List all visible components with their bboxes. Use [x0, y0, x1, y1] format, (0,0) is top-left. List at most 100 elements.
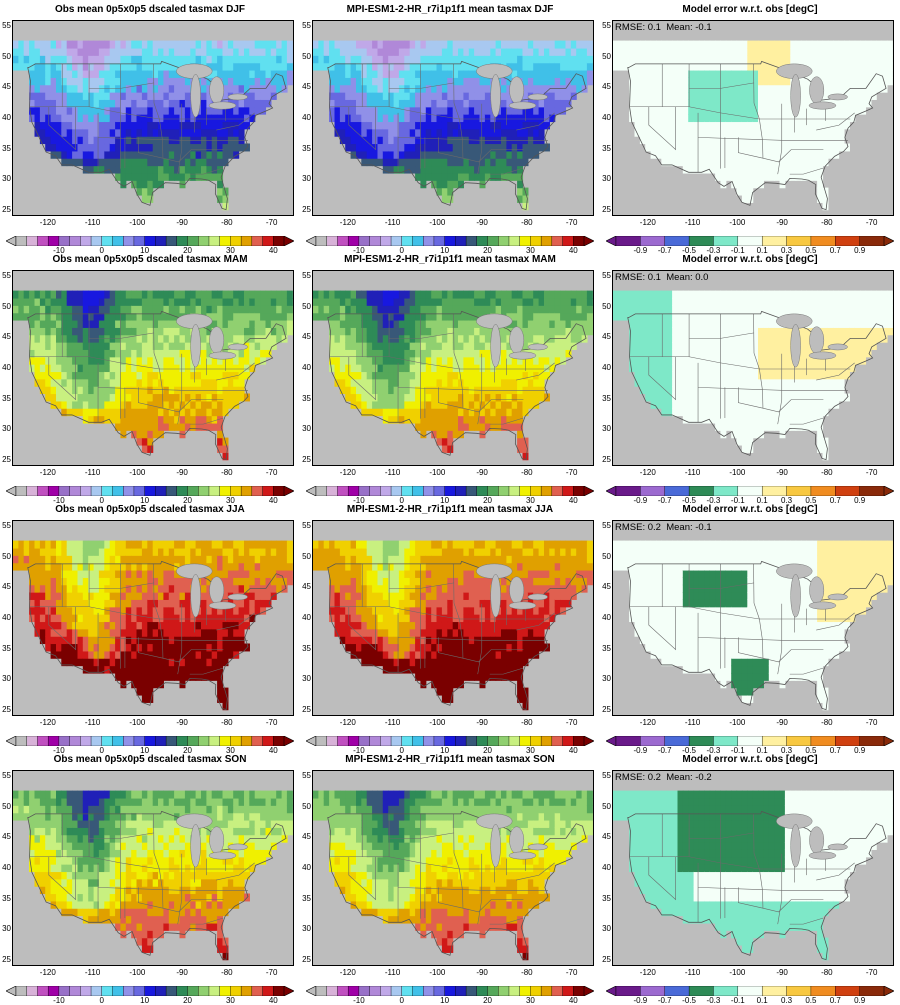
panel-title: Model error w.r.t. obs [degC]: [682, 754, 818, 765]
lon-tick-label: -120: [639, 968, 656, 977]
colorbar-tick-label: -0.9: [633, 246, 648, 255]
lon-tick-label: -90: [776, 718, 788, 727]
colorbar-tick-label: -10: [53, 496, 65, 505]
colorbar-tick-label: 30: [525, 246, 535, 255]
colorbar: [606, 486, 894, 496]
lat-tick-label: 30: [2, 174, 11, 184]
lon-tick-label: -80: [221, 218, 233, 227]
lon-tick-label: -70: [565, 968, 578, 977]
lat-tick-label: 45: [602, 82, 611, 92]
colorbar-tick-label: -10: [53, 246, 65, 255]
lat-tick-label: 30: [2, 674, 11, 684]
lat-tick-label: 55: [602, 21, 611, 31]
lat-tick-label: 25: [302, 204, 311, 214]
colorbar-tick-label: 20: [483, 746, 492, 755]
colorbar-tick-label: 20: [483, 996, 492, 1005]
lat-tick-label: 40: [302, 113, 311, 122]
colorbar-tick-label: 40: [568, 246, 578, 255]
lon-tick-label: -100: [429, 718, 446, 727]
lon-tick-label: -70: [265, 468, 278, 477]
map-plot: [312, 20, 594, 216]
lon-tick-label: -70: [265, 718, 278, 727]
lon-tick-label: -70: [265, 968, 278, 977]
lat-tick-label: 45: [2, 582, 11, 592]
lat-tick-label: 30: [2, 924, 11, 934]
lat-tick-label: 30: [302, 174, 311, 184]
map-svg: [13, 790, 293, 961]
colorbar-tick-label: -10: [353, 246, 365, 255]
lon-tick-label: -90: [776, 468, 788, 477]
rmse-label: RMSE: 0.1: [615, 22, 661, 33]
lon-tick-label: -80: [221, 718, 233, 727]
colorbar-tick-label: -0.5: [682, 496, 696, 505]
panel-title: Obs mean 0p5x0p5 dscaled tasmax JJA: [55, 504, 245, 515]
lon-tick-label: -80: [221, 968, 233, 977]
colorbar-tick-label: 0.7: [829, 246, 841, 255]
colorbar-tick-label: 0: [99, 746, 104, 755]
map-svg: [613, 790, 893, 961]
error-stats: RMSE: 0.2 Mean: -0.2: [615, 772, 712, 783]
lat-tick-label: 45: [302, 82, 311, 92]
colorbar-tick-label: 0.3: [780, 746, 793, 755]
panel-title: MPI-ESM1-2-HR_r7i1p1f1 mean tasmax DJF: [346, 4, 554, 15]
lat-tick-label: 55: [302, 771, 311, 781]
colorbar-tick-label: -0.9: [633, 746, 648, 755]
colorbar-tick-label: 0.1: [756, 246, 768, 255]
lat-tick-label: 35: [602, 393, 611, 403]
lat-tick-label: 30: [302, 924, 311, 934]
lon-tick-label: -100: [429, 218, 446, 227]
lon-tick-label: -120: [639, 718, 656, 727]
lon-tick-label: -120: [339, 968, 356, 977]
lat-tick-label: 50: [2, 801, 11, 811]
lat-tick-label: 25: [2, 954, 11, 964]
lat-tick-label: 45: [302, 332, 311, 342]
colorbar-tick-label: 10: [140, 996, 150, 1005]
colorbar-tick-label: 0: [99, 496, 104, 505]
panel-err-mam: Model error w.r.t. obs [degC] RMSE: 0.1 M…: [600, 252, 900, 505]
colorbar: [306, 986, 594, 996]
lat-tick-label: 35: [602, 893, 611, 903]
lat-tick-label: 35: [602, 143, 611, 153]
colorbar-tick-label: 40: [268, 496, 278, 505]
map-svg: [613, 290, 893, 461]
colorbar-tick-label: 0.9: [854, 996, 866, 1005]
lat-tick-label: 45: [602, 582, 611, 592]
colorbar-tick-label: 30: [225, 496, 235, 505]
lon-tick-label: -100: [129, 468, 146, 477]
panel-title: Obs mean 0p5x0p5 dscaled tasmax SON: [53, 754, 247, 765]
lon-tick-label: -120: [639, 218, 656, 227]
lat-tick-label: 40: [2, 363, 11, 372]
lon-tick-label: -110: [84, 218, 101, 227]
panel-title: Model error w.r.t. obs [degC]: [682, 504, 818, 515]
lat-tick-label: 35: [2, 143, 11, 153]
lon-tick-label: -110: [684, 468, 701, 477]
error-stats: RMSE: 0.1 Mean: -0.1: [615, 22, 712, 33]
lon-tick-label: -110: [384, 968, 401, 977]
mean-label: Mean: -0.2: [666, 772, 712, 783]
lon-tick-label: -90: [476, 468, 488, 477]
colorbar-tick-label: -0.7: [657, 746, 672, 755]
map-plot: [12, 520, 294, 716]
lat-tick-label: 30: [302, 424, 311, 434]
lat-tick-label: 30: [2, 424, 11, 434]
lat-tick-label: 35: [302, 643, 311, 653]
lat-tick-label: 55: [302, 21, 311, 31]
colorbar-tick-label: 0.3: [780, 246, 793, 255]
lon-tick-label: -120: [639, 468, 656, 477]
map-svg: [313, 790, 593, 961]
panel-obs-son: Obs mean 0p5x0p5 dscaled tasmax SON 25 30 3…: [0, 752, 300, 1005]
colorbar: [6, 986, 294, 996]
lat-tick-label: 55: [602, 771, 611, 781]
lon-tick-label: -100: [729, 468, 746, 477]
colorbar-tick-label: -0.5: [682, 746, 696, 755]
colorbar-tick-label: 0.5: [805, 996, 817, 1005]
map-svg: [313, 540, 593, 711]
colorbar-tick-label: -0.3: [706, 246, 721, 255]
colorbar-tick-label: 0.5: [805, 746, 817, 755]
colorbar-tick-label: 40: [268, 746, 278, 755]
panel-obs-djf: Obs mean 0p5x0p5 dscaled tasmax DJF 25 30 3…: [0, 2, 300, 255]
colorbar-tick-label: -0.7: [657, 996, 672, 1005]
lon-tick-label: -120: [39, 968, 56, 977]
colorbar-tick-label: 30: [525, 996, 535, 1005]
